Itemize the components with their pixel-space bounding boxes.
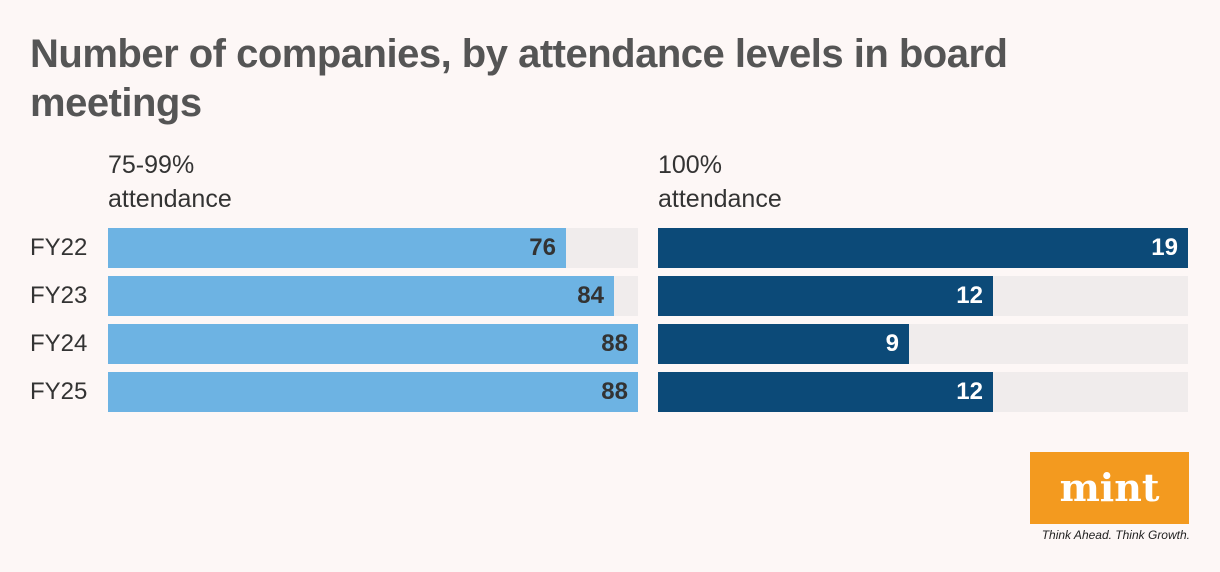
bar-fy24-panel-1 xyxy=(658,324,909,364)
bar-fy24-panel-0 xyxy=(108,324,638,364)
panel-label-0: 75-99% attendance xyxy=(108,148,408,216)
bar-fy22-panel-0 xyxy=(108,228,566,268)
panel-label-line: 100% xyxy=(658,151,722,179)
brand-tagline: Think Ahead. Think Growth. xyxy=(1041,528,1190,542)
bar-track: 19 xyxy=(658,228,1188,268)
panel-label-line: 75-99% xyxy=(108,151,195,179)
bar-fy25-panel-0 xyxy=(108,372,638,412)
data-label: 9 xyxy=(885,330,899,357)
panel-label-line: attendance xyxy=(108,185,232,213)
data-label: 12 xyxy=(956,282,983,309)
bar-fy22-panel-1 xyxy=(658,228,1188,268)
category-label-fy24: FY24 xyxy=(30,330,88,357)
bar-track: 9 xyxy=(658,324,1188,364)
mint-logo: mint xyxy=(1030,452,1189,524)
bar-track: 12 xyxy=(658,372,1188,412)
bar-track: 12 xyxy=(658,276,1188,316)
data-label: 88 xyxy=(601,330,628,357)
panel-label-line: attendance xyxy=(658,185,782,213)
bar-fy25-panel-1 xyxy=(658,372,993,412)
category-label-fy25: FY25 xyxy=(30,378,88,405)
bar-fy23-panel-1 xyxy=(658,276,993,316)
data-label: 12 xyxy=(956,378,983,405)
chart-title: Number of companies, by attendance level… xyxy=(30,32,1008,125)
category-label-fy22: FY22 xyxy=(30,234,88,261)
bar-fy23-panel-0 xyxy=(108,276,614,316)
panel-label-1: 100% attendance xyxy=(658,148,958,216)
data-label: 84 xyxy=(577,282,604,309)
category-label-fy23: FY23 xyxy=(30,282,88,309)
data-label: 88 xyxy=(601,378,628,405)
data-label: 19 xyxy=(1151,234,1178,261)
data-label: 76 xyxy=(529,234,556,261)
bar-track: 88 xyxy=(108,324,638,364)
bar-track: 84 xyxy=(108,276,638,316)
bar-track: 76 xyxy=(108,228,638,268)
logo-text: mint xyxy=(1059,465,1160,510)
bar-track: 88 xyxy=(108,372,638,412)
